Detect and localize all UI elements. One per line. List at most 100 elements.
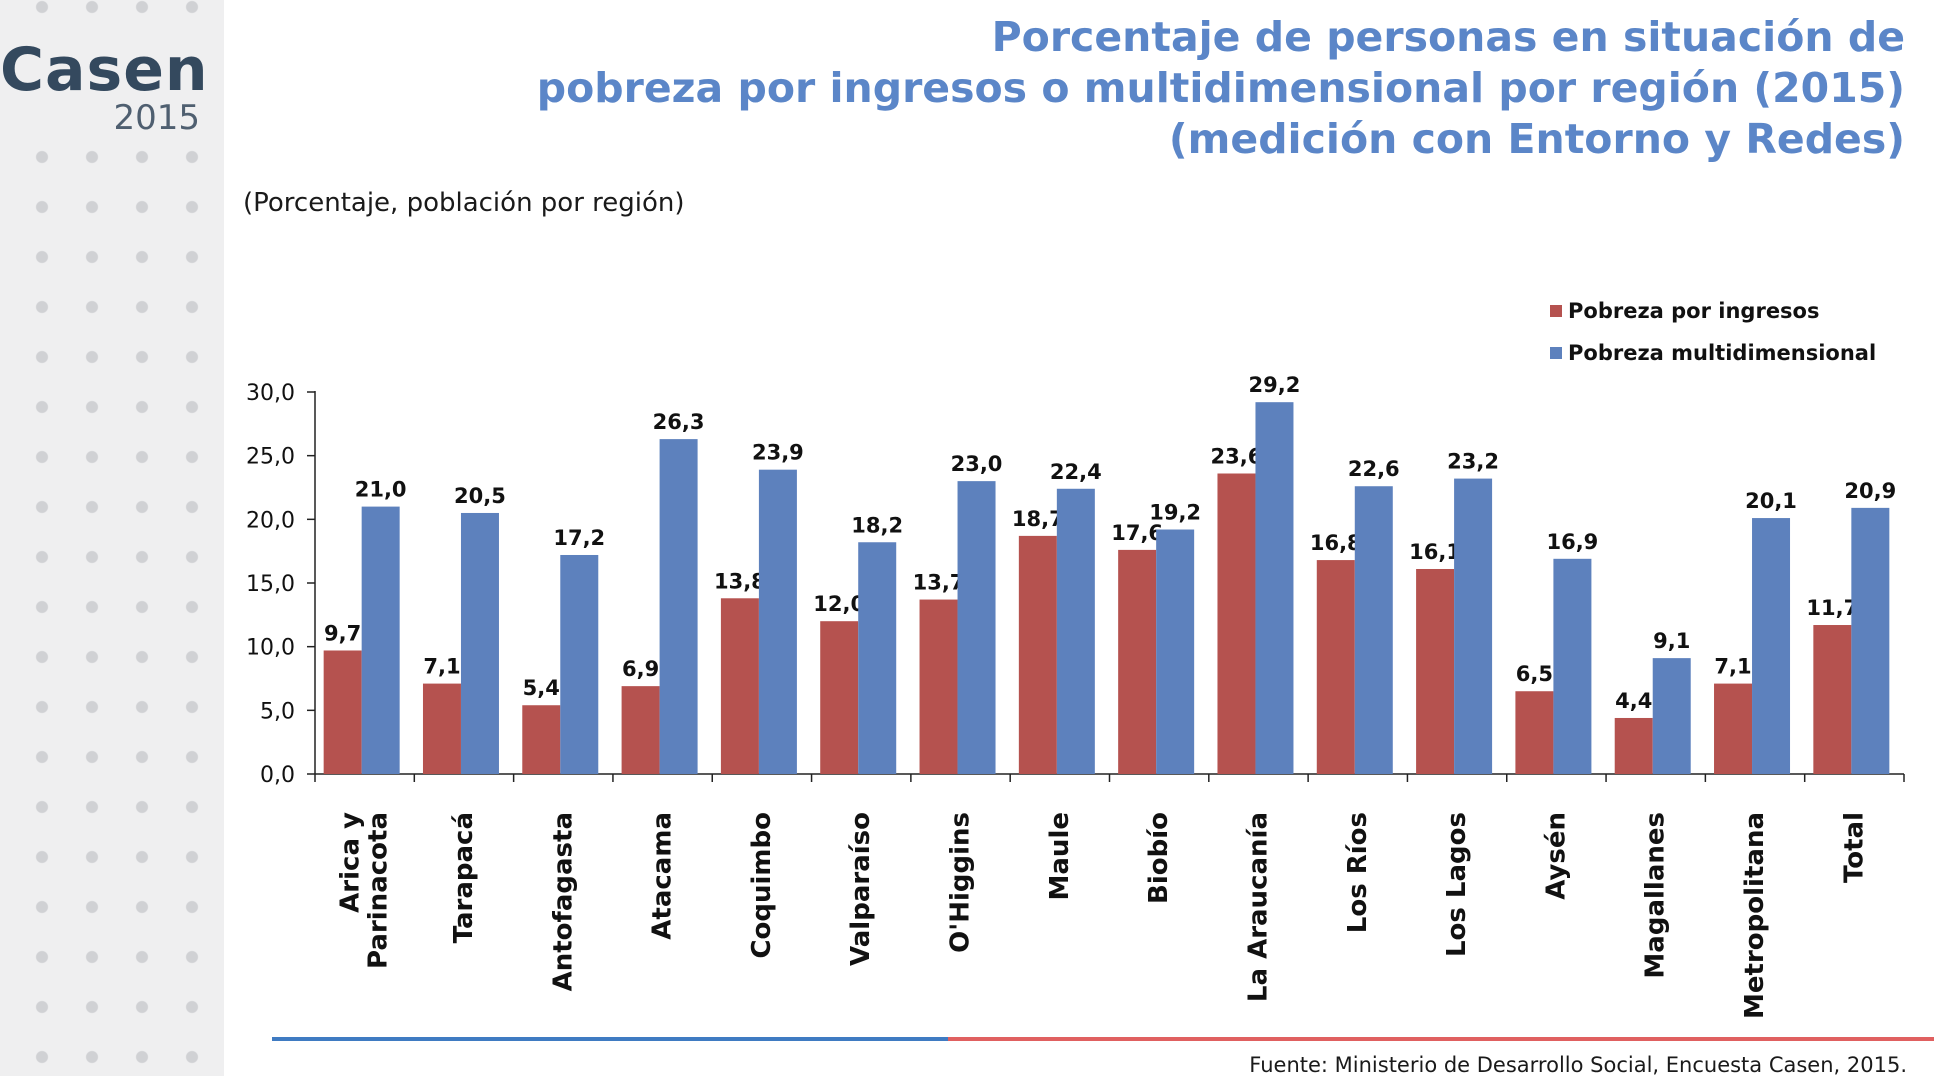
bar-ingresos <box>323 650 362 774</box>
x-category-label: Aysén <box>1541 812 1571 900</box>
data-label: 7,1 <box>423 655 460 679</box>
data-label: 22,4 <box>1050 460 1102 484</box>
bar-multidimensional <box>1255 402 1294 774</box>
data-label: 13,8 <box>714 569 766 593</box>
data-label: 9,7 <box>324 621 361 645</box>
title-line-1: Porcentaje de personas en situación de <box>991 13 1905 61</box>
bar-ingresos <box>1118 549 1157 774</box>
chart-title: Porcentaje de personas en situación de p… <box>405 12 1905 165</box>
bar-ingresos <box>422 683 461 774</box>
data-label: 16,9 <box>1546 530 1598 554</box>
y-tick-label: 5,0 <box>260 699 295 724</box>
legend-label-multidimensional: Pobreza multidimensional <box>1568 341 1877 365</box>
data-label: 20,9 <box>1844 479 1896 503</box>
data-label: 19,2 <box>1149 501 1201 525</box>
chart-legend: Pobreza por ingresos Pobreza multidimens… <box>1550 290 1876 374</box>
data-label: 23,9 <box>752 441 804 465</box>
y-tick-label: 15,0 <box>246 572 295 597</box>
data-label: 26,3 <box>653 410 705 434</box>
legend-swatch-multidimensional <box>1550 347 1562 359</box>
logo-word: Casen <box>0 35 209 105</box>
bar-ingresos <box>1316 560 1355 774</box>
x-category-label: Valparaíso <box>846 812 876 966</box>
y-tick-label: 25,0 <box>246 445 295 470</box>
bar-ingresos <box>919 599 958 774</box>
data-label: 21,0 <box>355 478 407 502</box>
data-label: 17,2 <box>553 526 605 550</box>
data-label: 7,1 <box>1714 655 1751 679</box>
logo-year: 2015 <box>113 98 200 138</box>
bar-ingresos <box>1614 717 1653 774</box>
data-label: 22,6 <box>1348 457 1400 481</box>
data-label: 12,0 <box>813 592 865 616</box>
data-label: 23,6 <box>1211 444 1263 468</box>
y-tick-label: 20,0 <box>246 508 295 533</box>
bar-multidimensional <box>758 469 797 774</box>
bar-multidimensional <box>361 506 400 774</box>
bar-multidimensional <box>1156 529 1195 774</box>
bar-multidimensional <box>1851 507 1890 774</box>
bar-ingresos <box>1018 535 1057 774</box>
x-category-label: Parinacota <box>364 812 394 969</box>
title-line-3: (medición con Entorno y Redes) <box>1168 115 1905 163</box>
data-label: 9,1 <box>1653 629 1690 653</box>
x-category-label: Total <box>1839 812 1869 883</box>
bar-ingresos <box>720 598 759 774</box>
bar-ingresos <box>1416 568 1455 774</box>
bar-ingresos <box>820 621 859 774</box>
data-label: 23,2 <box>1447 450 1499 474</box>
y-tick-label: 10,0 <box>246 636 295 661</box>
sidebar-decoration <box>0 0 224 1076</box>
bar-multidimensional <box>1553 558 1592 774</box>
bar-multidimensional <box>1454 478 1493 774</box>
y-tick-label: 0,0 <box>260 763 295 788</box>
data-label: 16,8 <box>1310 531 1362 555</box>
x-category-label: Magallanes <box>1641 812 1671 979</box>
data-label: 4,4 <box>1615 689 1652 713</box>
bar-multidimensional <box>460 512 499 774</box>
data-label: 20,1 <box>1745 489 1797 513</box>
bar-multidimensional <box>1752 518 1791 774</box>
bar-ingresos <box>1515 691 1554 774</box>
footer-divider-blue <box>272 1037 948 1041</box>
legend-swatch-ingresos <box>1550 305 1562 317</box>
bar-multidimensional <box>1354 486 1393 774</box>
data-label: 6,5 <box>1516 662 1553 686</box>
title-line-2: pobreza por ingresos o multidimensional … <box>536 64 1905 112</box>
legend-label-ingresos: Pobreza por ingresos <box>1568 299 1820 323</box>
x-category-label: Coquimbo <box>747 812 777 959</box>
x-category-label: Antofagasta <box>548 812 578 991</box>
legend-item-ingresos: Pobreza por ingresos <box>1550 290 1876 332</box>
x-category-label: Atacama <box>648 812 678 940</box>
x-category-label: La Araucanía <box>1243 812 1273 1002</box>
bar-multidimensional <box>1652 658 1691 774</box>
data-label: 16,1 <box>1409 540 1461 564</box>
footer-divider-red <box>948 1037 1934 1041</box>
bar-multidimensional <box>1056 488 1095 774</box>
bar-multidimensional <box>858 542 897 774</box>
bar-multidimensional <box>957 481 996 774</box>
data-label: 29,2 <box>1249 373 1301 397</box>
bar-ingresos <box>1813 625 1852 774</box>
data-label: 6,9 <box>622 657 659 681</box>
bar-ingresos <box>621 686 660 774</box>
x-category-label: O'Higgins <box>946 812 976 953</box>
chart-subtitle: (Porcentaje, población por región) <box>243 188 685 218</box>
legend-item-multidimensional: Pobreza multidimensional <box>1550 332 1876 374</box>
y-tick-label: 30,0 <box>246 381 295 406</box>
data-label: 20,5 <box>454 484 506 508</box>
data-label: 11,7 <box>1806 596 1858 620</box>
bar-multidimensional <box>659 439 698 774</box>
data-label: 13,7 <box>913 571 965 595</box>
x-category-label: Tarapacá <box>449 812 479 943</box>
x-category-label: Arica y <box>336 812 366 913</box>
bar-ingresos <box>1217 473 1256 774</box>
bar-ingresos <box>1714 683 1753 774</box>
data-label: 18,2 <box>851 513 903 537</box>
x-category-label: Maule <box>1045 812 1075 900</box>
bar-multidimensional <box>560 554 599 774</box>
x-category-label: Los Lagos <box>1442 812 1472 957</box>
x-category-label: Biobío <box>1144 812 1174 904</box>
source-note: Fuente: Ministerio de Desarrollo Social,… <box>1249 1053 1907 1077</box>
